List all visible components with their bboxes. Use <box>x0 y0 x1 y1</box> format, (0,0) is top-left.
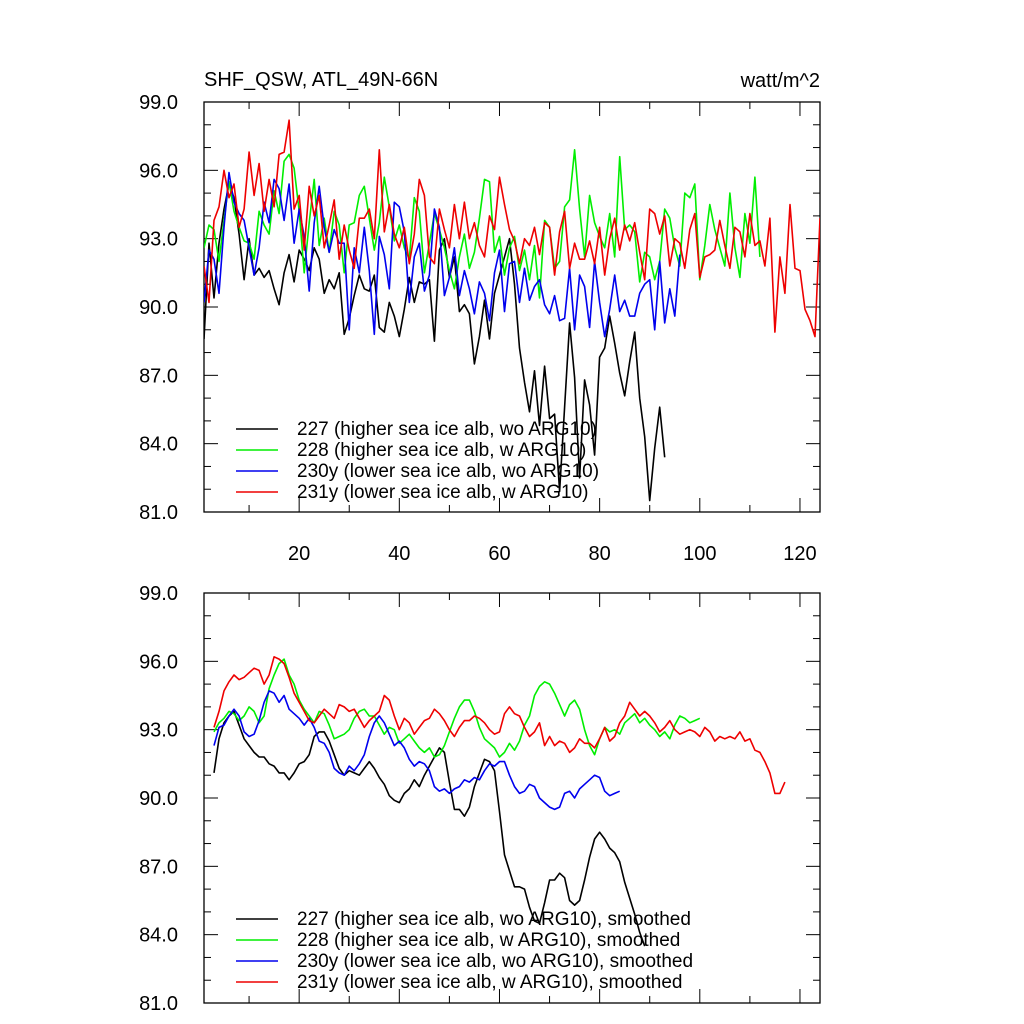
x-tick-label: 120 <box>783 543 816 565</box>
series-line-231y <box>213 655 786 795</box>
legend-label-230y: 230y (lower sea ice alb, wo ARG10) <box>297 461 599 482</box>
legend-label-228: 228 (higher sea ice alb, w ARG10), smoot… <box>297 930 680 951</box>
y-tick-label: 84.0 <box>139 434 178 456</box>
y-tick-label: 93.0 <box>139 229 178 251</box>
y-tick-label: 93.0 <box>139 720 178 742</box>
y-tick-label: 87.0 <box>139 365 178 387</box>
y-tick-label: 99.0 <box>139 583 178 605</box>
series-line-228 <box>204 149 761 299</box>
series-line-227 <box>213 710 646 947</box>
legend-label-231y: 231y (lower sea ice alb, w ARG10) <box>297 482 588 503</box>
y-tick-label: 87.0 <box>139 856 178 878</box>
y-tick-label: 81.0 <box>139 993 178 1015</box>
x-tick-label: 60 <box>488 543 510 565</box>
series-line-227 <box>204 183 666 502</box>
y-tick-label: 84.0 <box>139 925 178 947</box>
units-label: watt/m^2 <box>740 70 820 92</box>
series-line-230y <box>213 690 621 811</box>
legend-label-228: 228 (higher sea ice alb, w ARG10) <box>297 440 586 461</box>
legend-label-227: 227 (higher sea ice alb, wo ARG10) <box>297 419 597 440</box>
y-tick-label: 90.0 <box>139 297 178 319</box>
x-tick-label: 100 <box>683 543 716 565</box>
series-line-230y <box>204 171 681 338</box>
y-tick-label: 81.0 <box>139 502 178 524</box>
series-line-231y <box>204 119 820 338</box>
chart-title: SHF_QSW, ATL_49N-66N <box>204 69 438 91</box>
y-tick-label: 96.0 <box>139 651 178 673</box>
y-tick-label: 90.0 <box>139 788 178 810</box>
x-tick-label: 40 <box>388 543 410 565</box>
x-tick-label: 80 <box>589 543 611 565</box>
y-tick-label: 96.0 <box>139 160 178 182</box>
y-tick-label: 99.0 <box>139 92 178 114</box>
top-panel: 81.0 84.0 87.0 90.0 93.0 96.0 99.0 20 40 60 80 100 1… <box>139 92 821 565</box>
legend-label-230y: 230y (lower sea ice alb, wo ARG10), smoo… <box>297 951 693 972</box>
legend-label-227: 227 (higher sea ice alb, wo ARG10), smoo… <box>297 909 691 930</box>
bottom-panel: 81.0 84.0 87.0 90.0 93.0 96.0 99.0 227 (higher … <box>139 583 821 1015</box>
series-line-228 <box>213 658 701 758</box>
x-tick-label: 20 <box>288 543 310 565</box>
legend-label-231y: 231y (lower sea ice alb, w ARG10), smoot… <box>297 972 682 993</box>
